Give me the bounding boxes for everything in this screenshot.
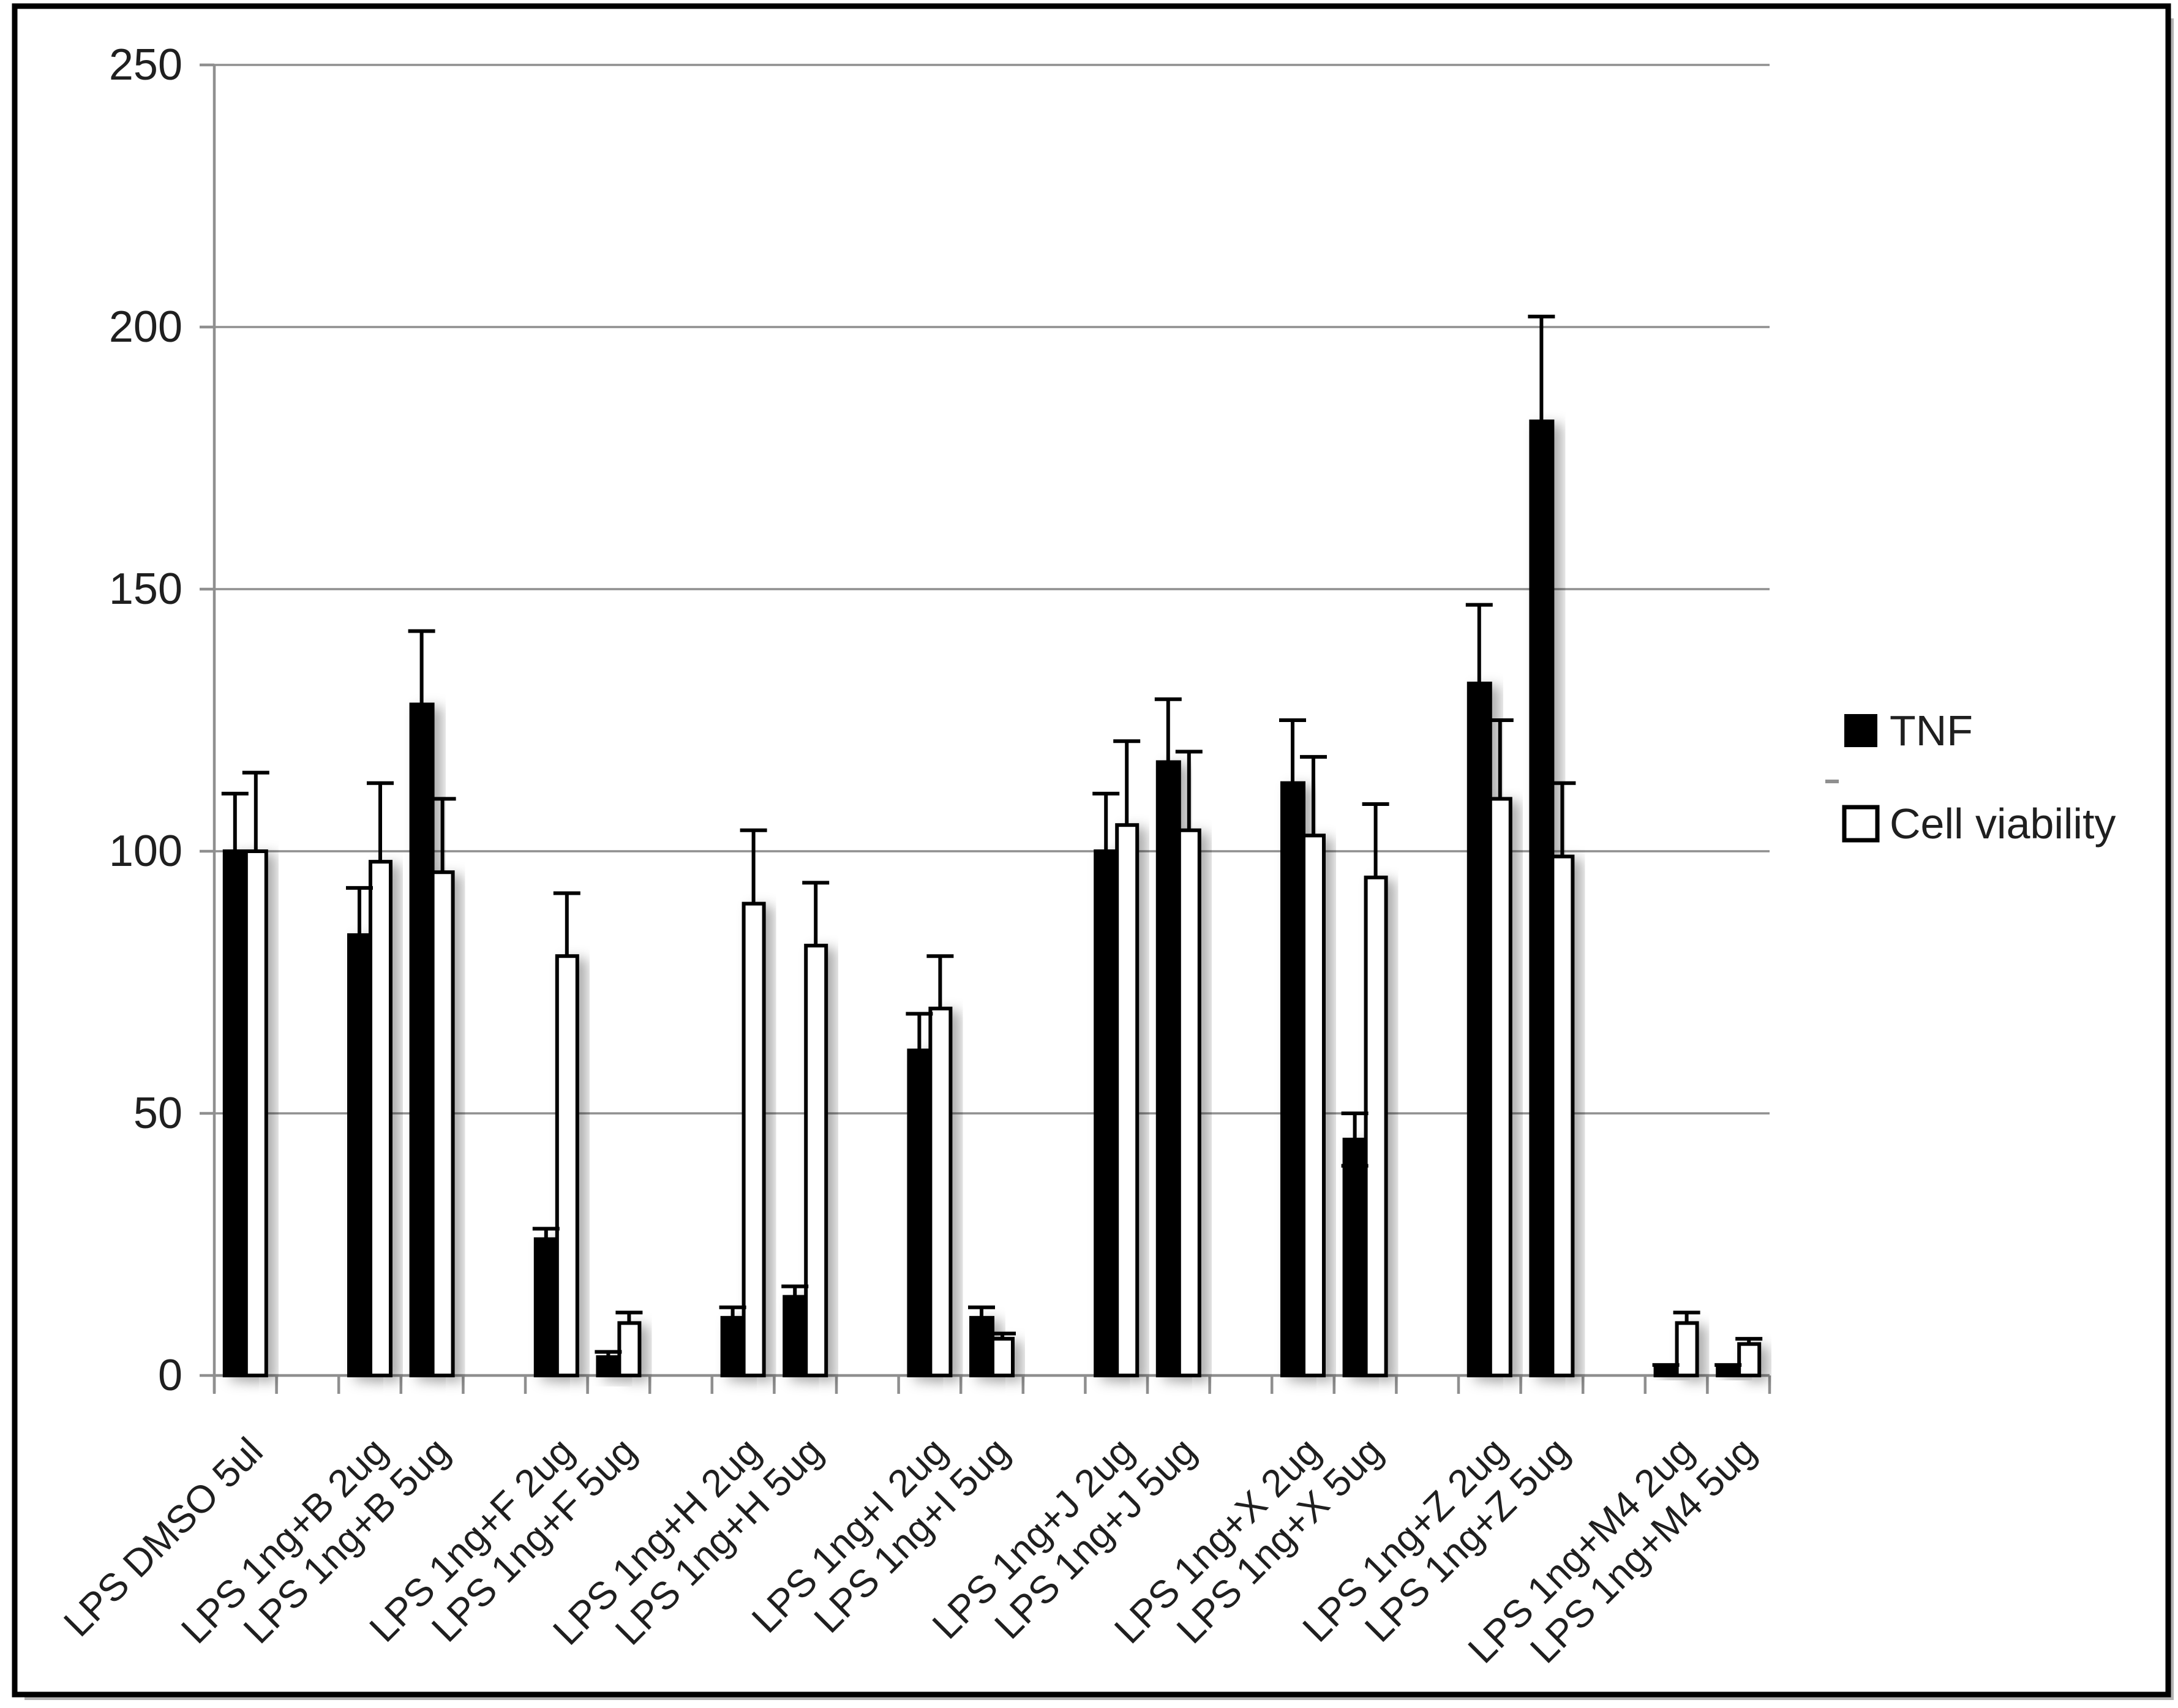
- cell-viability-bar: [1550, 854, 1575, 1378]
- cell-viability-bar: [430, 870, 455, 1377]
- cell-viability-bar: [742, 901, 766, 1377]
- tnf-bar: [1155, 760, 1181, 1377]
- cell-viability-bar: [617, 1321, 642, 1377]
- cell-viability-bar: [1737, 1342, 1762, 1377]
- cell-viability-bar: [1302, 833, 1326, 1377]
- y-axis-tick-label: 250: [109, 40, 182, 89]
- y-axis-labels: 0 50 100 150 200 250: [109, 40, 182, 1400]
- tnf-bar: [409, 702, 435, 1377]
- tnf-legend-label: TNF: [1890, 707, 1973, 754]
- tnf-bar: [1529, 419, 1555, 1378]
- tnf-bar: [1466, 682, 1492, 1377]
- y-axis-tick-label: 150: [109, 565, 182, 614]
- tnf-bar: [969, 1315, 994, 1378]
- tnf-legend-swatch-icon: [1844, 714, 1877, 747]
- tnf-bar: [222, 849, 248, 1377]
- y-axis-tick-label: 100: [109, 827, 182, 876]
- tnf-bar: [1094, 849, 1119, 1377]
- cell-viability-bar: [369, 860, 392, 1377]
- error-bars: [221, 314, 1763, 1368]
- tnf-bar: [596, 1355, 621, 1378]
- cell-viability-bar: [555, 954, 579, 1377]
- tnf-bar: [720, 1315, 746, 1378]
- cell-viability-legend-swatch-icon: [1842, 805, 1880, 843]
- tnf-bar: [1653, 1366, 1679, 1377]
- cell-viability-bar: [804, 944, 828, 1377]
- tnf-bar: [783, 1295, 808, 1378]
- cell-viability-legend-label: Cell viability: [1890, 800, 2116, 848]
- cell-viability-bar: [244, 849, 268, 1377]
- cell-viability-bar: [1488, 797, 1512, 1377]
- cell-viability-bar: [1115, 823, 1140, 1377]
- cell-viability-bar: [991, 1337, 1015, 1378]
- cell-viability-bar: [1675, 1321, 1699, 1377]
- legend: TNF Cell viability: [1825, 707, 2116, 848]
- tnf-bar: [1716, 1366, 1741, 1377]
- tnf-bar: [533, 1237, 559, 1377]
- cell-viability-bar: [1177, 828, 1201, 1377]
- y-axis-tick-label: 50: [133, 1089, 182, 1138]
- tnf-bar: [907, 1048, 933, 1377]
- y-axis-tick-label: 0: [158, 1351, 182, 1400]
- cell-viability-bar: [1364, 875, 1388, 1378]
- tnf-bar: [1342, 1137, 1368, 1378]
- cell-viability-bar: [928, 1006, 953, 1378]
- tnf-bar: [347, 933, 372, 1377]
- y-axis-tick-label: 200: [109, 303, 182, 352]
- tnf-bar: [1280, 781, 1305, 1377]
